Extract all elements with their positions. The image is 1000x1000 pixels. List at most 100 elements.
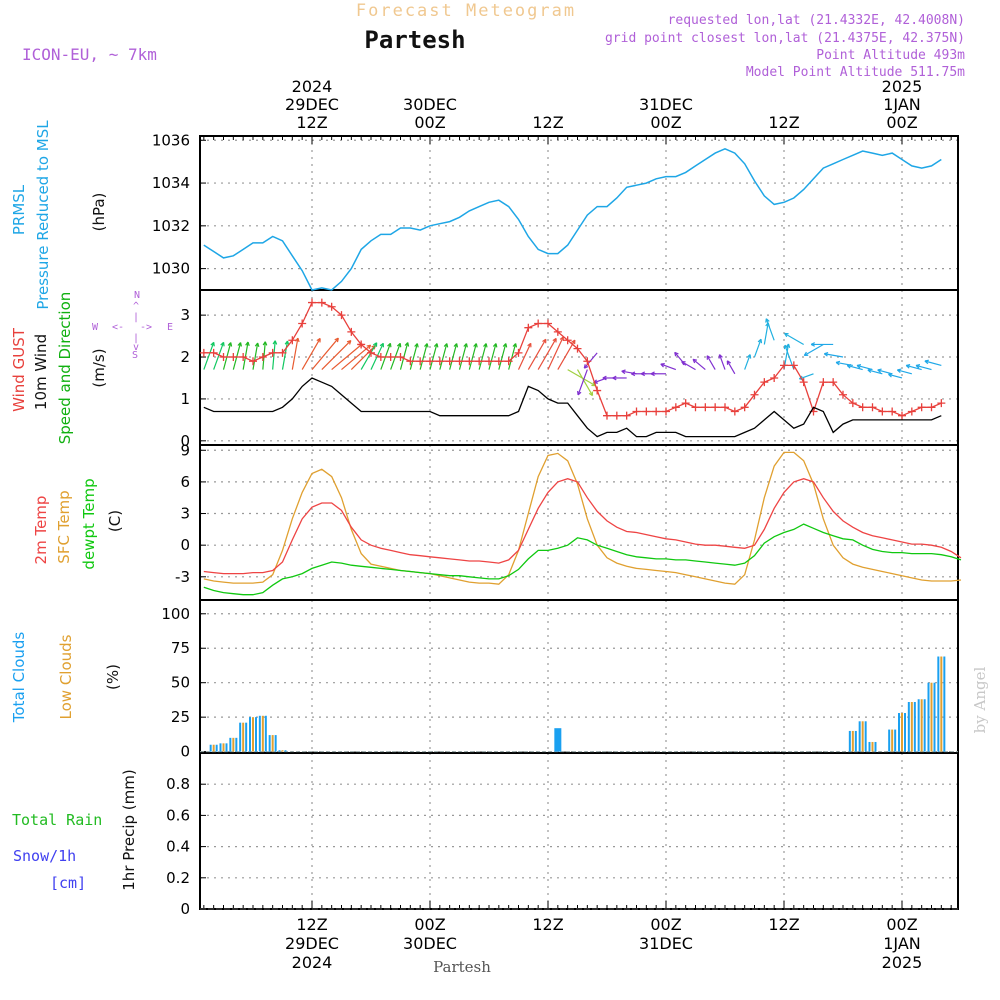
wind-vector-head [512,343,518,348]
cloud-bar [222,743,225,752]
time-label-bottom: 00Z [414,915,445,934]
wind-vector [577,369,588,396]
cloud-bar [229,737,232,752]
gust-marker [927,403,936,412]
time-label-top: 12Z [296,113,327,132]
wind-vector-head [262,341,268,346]
gust-marker [573,344,582,353]
plot-layer: 10301032103410360123-30369025507510000.2… [152,77,962,972]
gust-line [203,301,942,417]
wind-vector-head [372,342,378,347]
gust-marker [465,357,474,366]
wind-vector [360,342,378,370]
wind-vector [213,342,225,370]
panel-precipitation: 0 0.2 0.4 0.6 0.8 [166,752,959,918]
wind-vector [321,340,352,371]
wind-vector-head [706,355,711,360]
cloud-bar [933,682,936,752]
wind-vector-head [220,341,225,347]
wind-vector-head [542,338,547,344]
cloud-bar [894,729,897,752]
wind-vector-head [765,318,770,323]
time-label-bottom: 12Z [296,915,327,934]
low-clouds-label: Low Clouds [57,634,75,719]
gust-marker [888,407,897,416]
gust-marker [219,353,228,362]
gust-marker [848,399,857,408]
svg-text:|: | [133,312,139,323]
time-label-bottom: 29DEC [285,934,339,953]
time-label-bottom: 2025 [882,953,923,972]
cloud-bar [215,744,218,752]
panel-wind: 0 1 2 3 [180,289,959,450]
gust-marker [681,399,690,408]
y-tick-label: 6 [180,473,190,491]
gust-marker [455,357,464,366]
t2m-line [203,478,962,575]
gust-marker [839,390,847,399]
gust-marker [740,403,749,412]
wind-vector-head [571,339,576,345]
time-label-top: 12Z [532,113,563,132]
wind-vector-head [210,341,215,347]
wind-vector [508,343,517,370]
wind-vector [847,364,863,371]
sfc-label: SFC Temp [55,490,73,563]
time-label-bottom: 00Z [886,915,917,934]
grid-point-coords: grid point closest lon,lat (21.4375E, 42… [605,31,965,46]
gust-marker [367,348,375,357]
wind-vector-head [559,336,564,341]
cloud-bar [249,717,251,752]
wind-vector-head [552,337,557,343]
gust-label: Wind GUST [10,327,28,412]
wind-vector [924,360,942,366]
wind-vector [681,361,696,371]
gust-marker [868,403,877,412]
wind-vector-head [483,343,488,348]
gust-marker [396,353,405,362]
panel-temperature: -3 0 3 6 9 [175,441,959,601]
wind-vector [784,332,804,345]
location-title: Partesh [364,26,465,54]
cloud-bar [907,702,910,752]
gust-marker [622,411,631,420]
wind-vector-head [602,375,607,381]
cloud-bar [917,699,920,752]
y-tick-label: 0 [180,900,190,918]
gust-marker [376,353,385,362]
cloud-bar [268,735,271,752]
wind-vector [439,343,448,370]
gust-marker [426,357,434,366]
gust-marker [553,327,562,336]
y-tick-label: 0.8 [166,775,190,793]
pressure-line [203,147,942,291]
wind-vector-head [877,368,882,374]
wind-vector [824,353,844,358]
gust-marker [298,319,307,328]
gust-marker [691,403,700,412]
cloud-bar [209,744,212,752]
gust-marker [327,302,336,311]
gust-marker [937,399,946,408]
time-label-top: 00Z [414,113,445,132]
y-tick-label: 2 [180,348,190,366]
wind-vector [537,338,557,370]
wind-vector [419,343,428,370]
wind-vector-head [856,364,862,369]
time-label-bottom: 2024 [292,953,333,972]
wind-vector [399,342,409,370]
wind-vector [262,341,266,370]
time-label-top: 29DEC [285,95,339,114]
panel-pressure: 1030 1032 1034 1036 [152,131,959,291]
wind-vector [203,342,215,370]
compass-w: W [92,322,99,333]
y-tick-label: 0 [180,536,190,554]
wind-vector-head [346,340,352,345]
cloud-bar [871,741,874,752]
compass-s: S [132,350,138,361]
time-label-top: 00Z [650,113,681,132]
y-tick-label: 3 [180,505,190,523]
wind-vector-head [453,343,459,348]
wind-vector-head [823,351,829,357]
